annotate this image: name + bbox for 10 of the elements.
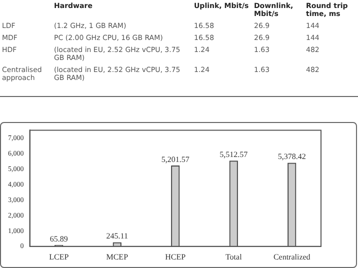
x-tick-label: MCEP [106, 252, 129, 262]
data-label: 5,378.42 [278, 152, 306, 162]
data-label: 5,201.57 [161, 154, 190, 164]
x-tick-label: LCEP [49, 252, 70, 262]
data-label: 245.11 [106, 232, 128, 241]
x-tick-label: HCEP [165, 252, 186, 262]
x-tick-label: Total [225, 252, 243, 262]
x-tick-label: Centralized [273, 252, 310, 262]
data-label: 65.89 [50, 234, 68, 244]
data-label: 5,512.57 [220, 150, 248, 160]
